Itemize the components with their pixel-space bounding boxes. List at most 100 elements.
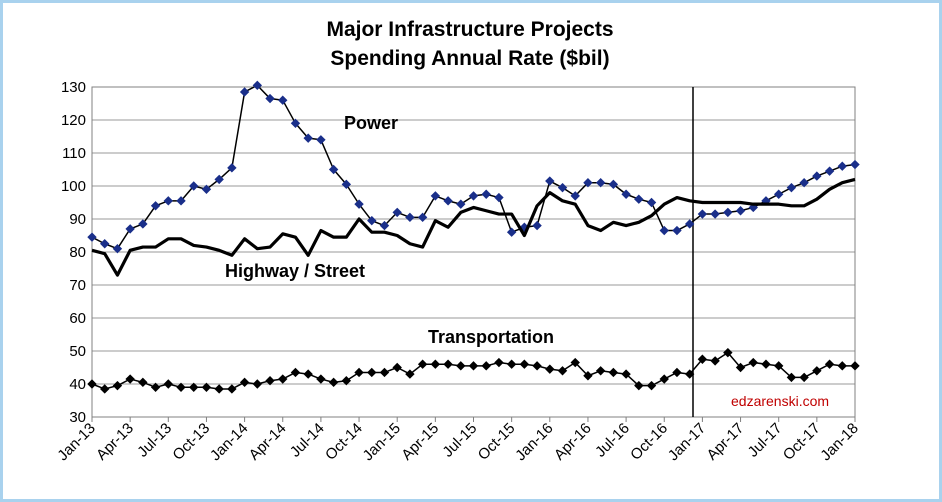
point — [710, 356, 720, 366]
point — [608, 367, 619, 378]
point — [417, 359, 428, 369]
y-tick-label: 120 — [61, 112, 86, 129]
point — [367, 215, 377, 226]
series-line — [91, 177, 856, 277]
chart-subtitle: Spending Annual Rate ($bil) — [330, 47, 609, 70]
point — [163, 196, 174, 206]
point — [367, 367, 377, 378]
point — [621, 369, 631, 379]
point — [138, 219, 148, 229]
point — [290, 118, 301, 129]
point — [583, 177, 593, 188]
point — [697, 209, 708, 219]
point — [684, 369, 695, 379]
point — [328, 377, 339, 388]
point — [557, 366, 568, 376]
point — [634, 194, 644, 204]
point — [723, 207, 733, 218]
point — [583, 371, 593, 381]
point — [150, 382, 161, 393]
y-tick-label: 80 — [69, 244, 86, 261]
point — [392, 362, 402, 373]
point — [201, 382, 212, 393]
point — [379, 220, 390, 231]
point — [125, 224, 135, 234]
y-tick-label: 70 — [69, 277, 86, 294]
point — [176, 196, 186, 206]
point — [468, 191, 479, 201]
point — [239, 377, 250, 388]
point — [443, 359, 453, 369]
point — [214, 384, 224, 394]
point — [189, 382, 199, 393]
point — [773, 189, 784, 199]
point — [430, 191, 441, 201]
point — [87, 232, 97, 242]
y-tick-label: 90 — [69, 211, 86, 228]
point — [252, 379, 263, 389]
y-tick-label: 50 — [69, 343, 86, 360]
point — [494, 192, 504, 203]
point — [189, 181, 199, 191]
point — [354, 367, 364, 378]
point — [684, 219, 695, 229]
point — [316, 135, 326, 145]
point — [595, 177, 606, 188]
point — [278, 95, 288, 105]
point — [405, 212, 415, 223]
annotation: Power — [344, 113, 398, 133]
point — [850, 361, 860, 371]
point — [303, 369, 313, 379]
point — [786, 372, 797, 383]
point — [316, 374, 326, 384]
point — [252, 80, 263, 91]
y-tick-label: 60 — [69, 310, 86, 327]
point — [672, 367, 682, 378]
point — [150, 201, 161, 211]
point — [265, 375, 275, 386]
point — [494, 357, 504, 368]
point — [735, 206, 746, 216]
point — [341, 375, 352, 386]
point — [100, 384, 110, 394]
point — [265, 93, 275, 104]
point — [303, 133, 313, 143]
point — [138, 377, 148, 388]
point — [608, 179, 619, 190]
point — [468, 361, 479, 371]
point — [417, 212, 428, 223]
point — [456, 361, 466, 371]
point — [735, 362, 746, 373]
point — [634, 380, 644, 391]
point — [824, 359, 835, 369]
y-tick-label: 130 — [61, 79, 86, 96]
point — [379, 367, 390, 378]
point — [557, 182, 568, 193]
point — [405, 369, 415, 379]
point — [646, 197, 657, 208]
point — [621, 189, 631, 199]
point — [290, 367, 301, 378]
point — [112, 243, 123, 254]
point — [672, 225, 682, 236]
point — [786, 182, 797, 193]
point — [227, 384, 237, 394]
point — [697, 354, 708, 364]
point — [456, 199, 466, 209]
point — [799, 177, 809, 188]
point — [214, 174, 224, 185]
point — [595, 366, 606, 376]
marks — [87, 80, 860, 394]
point — [532, 220, 542, 231]
point — [723, 347, 733, 358]
annotation: Highway / Street — [225, 261, 365, 281]
point — [761, 359, 771, 369]
point — [239, 87, 250, 97]
point — [125, 374, 135, 384]
point — [748, 357, 758, 368]
point — [176, 382, 186, 393]
point — [443, 196, 453, 206]
point — [278, 374, 288, 384]
point — [519, 359, 530, 369]
